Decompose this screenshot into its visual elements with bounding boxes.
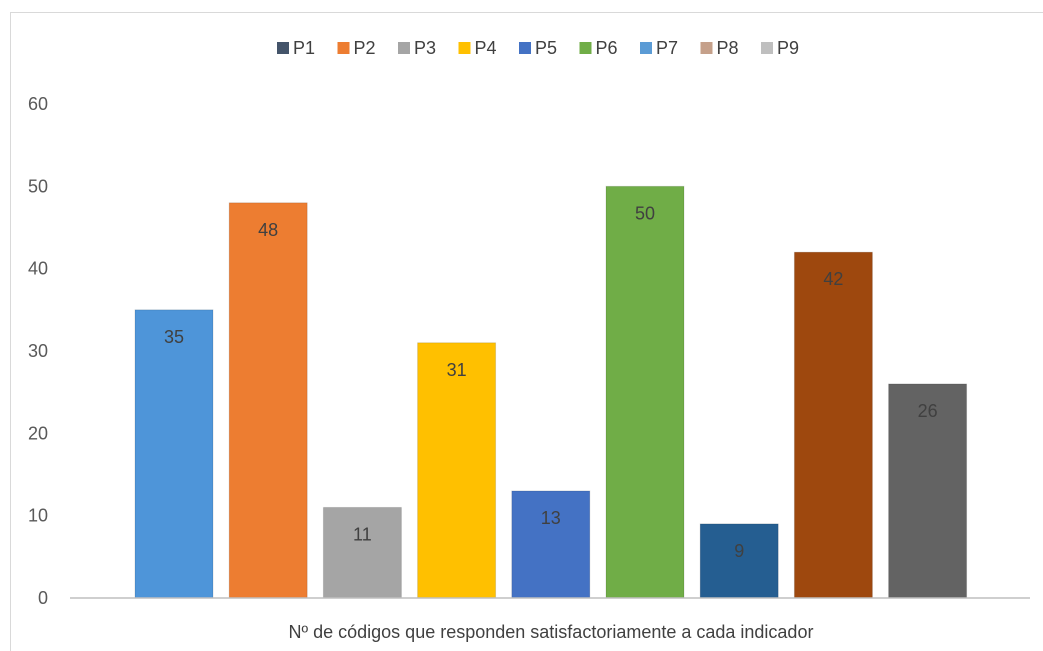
bars — [134, 185, 968, 599]
bar-p8 — [793, 251, 873, 599]
legend-label-p5: P5 — [535, 38, 557, 58]
legend-swatch-p1 — [277, 42, 289, 54]
legend-label-p4: P4 — [475, 38, 497, 58]
chart-frame — [10, 12, 1043, 651]
bar-p9 — [888, 383, 968, 599]
legend: P1 P2 P3 P4 P5 P6 P7 P8 P9 — [277, 38, 799, 58]
data-label-p5: 13 — [541, 508, 561, 528]
bar-p4 — [417, 342, 497, 599]
y-tick-label: 20 — [28, 423, 48, 443]
legend-swatch-p5 — [519, 42, 531, 54]
legend-swatch-p4 — [458, 42, 471, 54]
y-tick-label: 60 — [28, 94, 48, 114]
data-label-p6: 50 — [635, 203, 655, 223]
legend-swatch-p6 — [579, 42, 592, 54]
y-tick-label: 40 — [28, 259, 48, 279]
bar-p6 — [605, 185, 685, 599]
data-label-p3: 11 — [353, 524, 372, 544]
legend-label-p6: P6 — [596, 38, 618, 58]
legend-label-p1: P1 — [293, 38, 315, 58]
bar-p7 — [699, 523, 779, 599]
legend-swatch-p2 — [337, 42, 350, 54]
bar-p5 — [511, 490, 591, 599]
legend-label-p2: P2 — [354, 38, 376, 58]
x-axis-label: Nº de códigos que responden satisfactori… — [289, 622, 814, 642]
bar-p1 — [134, 309, 214, 599]
legend-swatch-p3 — [398, 42, 410, 54]
data-label-p2: 48 — [258, 220, 278, 240]
y-tick-label: 50 — [28, 176, 48, 196]
y-axis: 0 10 20 30 40 50 60 — [28, 94, 48, 608]
y-tick-label: 10 — [28, 506, 48, 526]
data-label-p7: 9 — [734, 541, 744, 561]
legend-label-p9: P9 — [777, 38, 799, 58]
legend-swatch-p7 — [640, 42, 652, 54]
y-tick-label: 30 — [28, 341, 48, 361]
data-label-p8: 42 — [823, 269, 843, 289]
legend-label-p3: P3 — [414, 38, 436, 58]
legend-label-p8: P8 — [717, 38, 739, 58]
bar-p2 — [228, 202, 308, 599]
data-labels: 35 48 11 31 13 50 9 42 26 — [164, 203, 938, 561]
data-label-p9: 26 — [918, 401, 938, 421]
data-label-p4: 31 — [447, 360, 467, 380]
data-label-p1: 35 — [164, 327, 184, 347]
y-tick-label: 0 — [38, 588, 48, 608]
legend-swatch-p8 — [700, 42, 713, 54]
bar-p3 — [322, 506, 402, 599]
legend-swatch-p9 — [761, 42, 773, 54]
legend-label-p7: P7 — [656, 38, 678, 58]
